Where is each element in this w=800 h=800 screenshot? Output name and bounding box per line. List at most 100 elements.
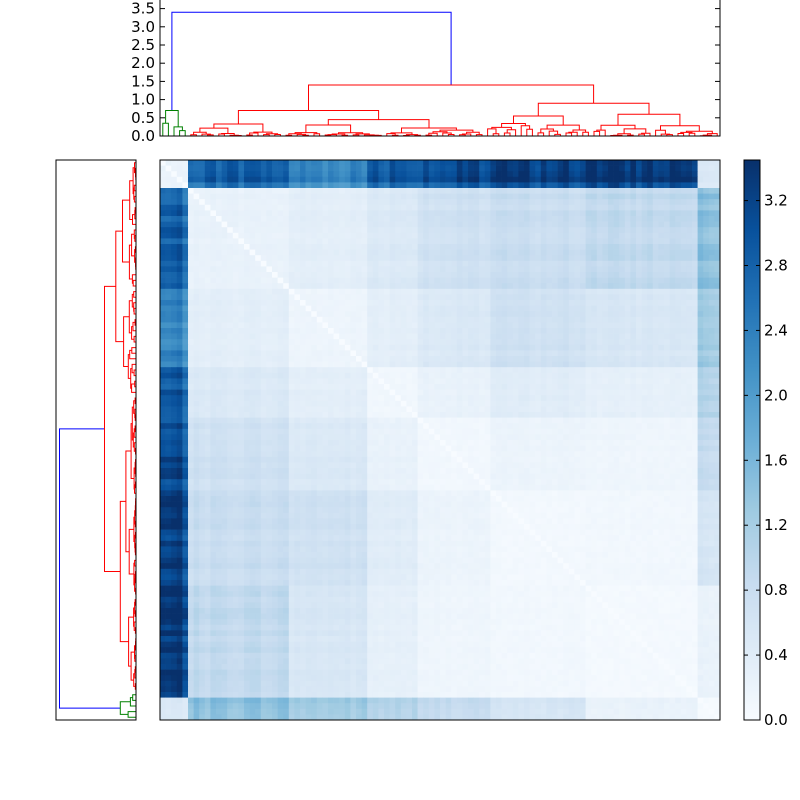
top-dendrogram-link <box>660 125 700 132</box>
heatmap-cell <box>652 412 659 418</box>
heatmap-cell <box>434 238 441 245</box>
heatmap-cell <box>378 300 385 306</box>
heatmap-cell <box>568 165 575 172</box>
heatmap-cell <box>339 232 346 239</box>
heatmap-cell <box>216 255 222 262</box>
heatmap-cell <box>624 232 631 239</box>
heatmap-cell <box>613 300 620 306</box>
heatmap-cell <box>255 160 262 166</box>
heatmap-cell <box>406 361 413 368</box>
heatmap-cell <box>244 216 250 222</box>
heatmap-cell <box>697 176 704 183</box>
heatmap-cell <box>664 305 670 312</box>
heatmap-cell <box>249 272 256 278</box>
heatmap-cell <box>272 378 278 385</box>
heatmap-cell <box>708 361 715 368</box>
heatmap-cell <box>406 406 413 413</box>
heatmap-cell <box>171 344 178 351</box>
heatmap-cell <box>697 221 704 228</box>
heatmap-cell <box>580 389 586 396</box>
heatmap-cell <box>171 339 178 346</box>
heatmap-cell <box>647 395 654 402</box>
heatmap-cell <box>613 171 620 178</box>
heatmap-cell <box>328 412 334 418</box>
heatmap-cell <box>630 322 637 329</box>
heatmap-cell <box>160 165 166 172</box>
heatmap-cell <box>574 322 581 329</box>
heatmap-cell <box>440 165 446 172</box>
heatmap-cell <box>165 406 172 413</box>
heatmap-cell <box>244 249 250 256</box>
heatmap-cell <box>512 188 519 194</box>
heatmap-cell <box>227 260 234 267</box>
heatmap-cell <box>686 182 693 189</box>
heatmap-cell <box>378 165 385 172</box>
heatmap-cell <box>591 305 598 312</box>
heatmap-cell <box>479 193 486 200</box>
heatmap-cell <box>591 160 598 166</box>
heatmap-cell <box>512 244 519 250</box>
heatmap-cell <box>563 176 570 183</box>
heatmap-cell <box>507 249 514 256</box>
heatmap-cell <box>221 176 228 183</box>
heatmap-cell <box>339 193 346 200</box>
heatmap-cell <box>535 356 542 362</box>
heatmap-cell <box>440 328 446 334</box>
heatmap-cell <box>658 277 665 284</box>
heatmap-cell <box>176 339 183 346</box>
heatmap-cell <box>406 316 413 323</box>
heatmap-cell <box>507 294 514 301</box>
heatmap-cell <box>501 260 508 267</box>
heatmap-cell <box>356 367 362 374</box>
heatmap-cell <box>227 316 234 323</box>
heatmap-cell <box>641 356 648 362</box>
heatmap-cell <box>507 283 514 290</box>
heatmap-cell <box>546 221 553 228</box>
heatmap-cell <box>613 260 620 267</box>
heatmap-cell <box>619 412 626 418</box>
heatmap-cell <box>568 288 575 295</box>
heatmap-cell <box>630 288 637 295</box>
heatmap-cell <box>344 221 351 228</box>
heatmap-cell <box>540 227 547 234</box>
heatmap-cell <box>714 260 721 267</box>
heatmap-cell <box>165 339 172 346</box>
heatmap-cell <box>406 199 413 206</box>
heatmap-cell <box>445 367 452 374</box>
heatmap-cell <box>675 232 682 239</box>
heatmap-cell <box>484 389 491 396</box>
heatmap-cell <box>272 300 278 306</box>
heatmap-cell <box>708 389 715 396</box>
heatmap-cell <box>339 160 346 166</box>
heatmap-cell <box>596 171 603 178</box>
heatmap-cell <box>389 204 396 211</box>
heatmap-cell <box>669 260 676 267</box>
heatmap-cell <box>412 232 418 239</box>
heatmap-cell <box>680 244 687 250</box>
heatmap-cell <box>244 322 250 329</box>
heatmap-cell <box>658 311 665 318</box>
heatmap-cell <box>406 367 413 374</box>
heatmap-cell <box>591 249 598 256</box>
heatmap-cell <box>512 182 519 189</box>
heatmap-cell <box>266 356 273 362</box>
heatmap-cell <box>686 406 693 413</box>
heatmap-cell <box>440 193 446 200</box>
heatmap-cell <box>277 300 284 306</box>
heatmap-cell <box>602 199 609 206</box>
heatmap-cell <box>714 367 721 374</box>
heatmap-cell <box>266 316 273 323</box>
heatmap-cell <box>602 372 609 379</box>
heatmap-cell <box>305 272 312 278</box>
heatmap-cell <box>608 199 614 206</box>
heatmap-cell <box>602 204 609 211</box>
heatmap-cell <box>232 266 239 273</box>
heatmap-cell <box>552 344 558 351</box>
heatmap-cell <box>160 204 166 211</box>
heatmap-cell <box>669 266 676 273</box>
heatmap-cell <box>199 378 206 385</box>
heatmap-cell <box>361 193 368 200</box>
heatmap-cell <box>484 266 491 273</box>
heatmap-cell <box>322 193 329 200</box>
heatmap-cell <box>468 395 474 402</box>
